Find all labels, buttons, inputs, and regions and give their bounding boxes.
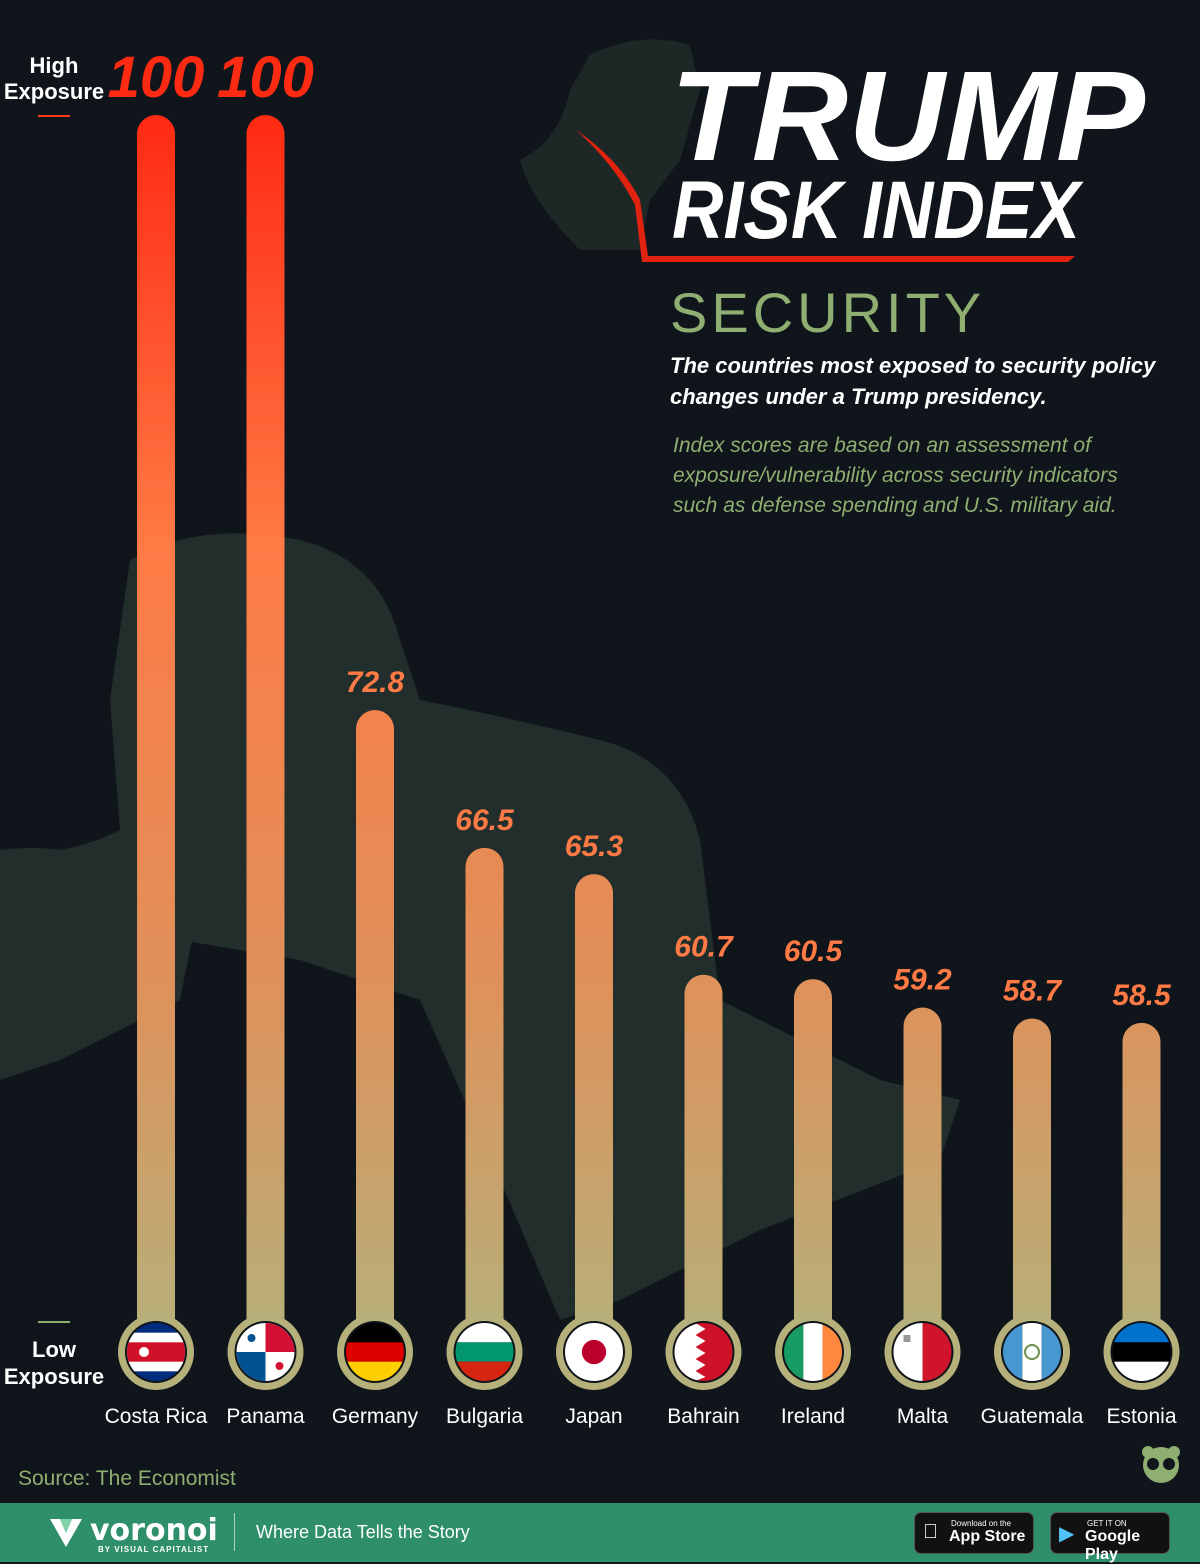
title-line1: TRUMP	[670, 45, 1146, 188]
google-play-button[interactable]: ▶ GET IT ON Google Play	[1050, 1512, 1170, 1563]
description-line-1: Index scores are based on an assessment …	[673, 434, 1093, 457]
value-label-bulgaria: 66.5	[455, 804, 515, 837]
axis-low-label-2: Exposure	[4, 1364, 104, 1389]
tagline: Where Data Tells the Story	[256, 1522, 470, 1542]
app-store-small-text: Download on the	[951, 1519, 1012, 1528]
value-label-panama: 100	[217, 45, 314, 110]
value-label-costa-rica: 100	[108, 45, 205, 110]
flag-costa-rica-icon	[127, 1323, 185, 1381]
description-line-3: such as defense spending and U.S. milita…	[673, 494, 1117, 517]
category-label-panama: Panama	[226, 1405, 305, 1428]
app-store-big-text: App Store	[949, 1528, 1026, 1545]
title-line2: RISK INDEX	[672, 165, 1084, 256]
category-label-japan: Japan	[565, 1405, 622, 1428]
value-label-estonia: 58.5	[1112, 979, 1172, 1012]
voronoi-logo-icon	[50, 1519, 82, 1547]
flag-bahrain-icon	[674, 1323, 733, 1381]
category-label-bulgaria: Bulgaria	[446, 1405, 523, 1428]
value-label-guatemala: 58.7	[1003, 974, 1063, 1007]
category-label-malta: Malta	[897, 1405, 949, 1428]
bar-costa-rica	[137, 115, 175, 1340]
bars-group	[137, 115, 1161, 1340]
description-line-2: exposure/vulnerability across security i…	[673, 464, 1118, 487]
bar-germany	[356, 710, 394, 1340]
visual-capitalist-mark-icon	[1142, 1446, 1180, 1483]
category-label-guatemala: Guatemala	[981, 1405, 1084, 1428]
brand-subtitle: BY VISUAL CAPITALIST	[98, 1545, 210, 1554]
google-play-small-text: GET IT ON	[1087, 1519, 1127, 1528]
apple-icon: 	[923, 1521, 938, 1544]
value-label-germany: 72.8	[346, 666, 405, 699]
footer-divider	[234, 1513, 235, 1551]
bar-malta	[903, 1007, 942, 1340]
flag-bulgaria-icon	[455, 1323, 514, 1381]
brand-name: voronoi	[90, 1513, 218, 1548]
axis-high-label-2: Exposure	[4, 79, 104, 104]
value-label-ireland: 60.5	[784, 935, 844, 968]
category-label-germany: Germany	[332, 1405, 419, 1428]
app-store-button[interactable]:  Download on the App Store	[914, 1512, 1034, 1554]
flag-germany-icon	[346, 1323, 404, 1381]
flag-ireland-icon	[784, 1323, 842, 1381]
value-label-japan: 65.3	[565, 830, 624, 863]
category-label-costa-rica: Costa Rica	[105, 1405, 208, 1428]
google-play-big-text: Google Play	[1085, 1528, 1141, 1563]
bar-bulgaria	[465, 847, 504, 1340]
flag-malta-icon	[893, 1323, 952, 1381]
trump-silhouette-icon	[520, 39, 700, 250]
bar-japan	[575, 874, 613, 1340]
subtitle: The countries most exposed to security p…	[670, 353, 1156, 409]
bar-ireland	[794, 979, 832, 1340]
category-label-bahrain: Bahrain	[667, 1405, 739, 1428]
bar-estonia	[1122, 1022, 1161, 1340]
flag-guatemala-icon	[1003, 1323, 1061, 1381]
labels-group: 100 Costa Rica 100 Panama 72.8 Germany 66.5 Bul…	[105, 45, 1177, 1428]
value-label-malta: 59.2	[893, 964, 952, 997]
flag-japan-icon	[565, 1323, 623, 1381]
category-label-estonia: Estonia	[1106, 1405, 1176, 1428]
play-icon: ▶	[1059, 1523, 1075, 1545]
flag-panama-icon	[236, 1323, 295, 1381]
source-note: Source: The Economist	[18, 1467, 236, 1490]
value-label-bahrain: 60.7	[674, 931, 734, 964]
bar-bahrain	[684, 974, 723, 1340]
category-label: SECURITY	[670, 281, 985, 344]
bar-panama	[246, 115, 285, 1340]
flag-estonia-icon	[1112, 1323, 1171, 1381]
bar-guatemala	[1013, 1018, 1051, 1340]
flags-group	[118, 1314, 1180, 1390]
axis-high-label-1: High	[30, 53, 79, 78]
category-label-ireland: Ireland	[781, 1405, 845, 1428]
footer-bar: voronoi BY VISUAL CAPITALIST Where Data …	[0, 1503, 1200, 1563]
axis-low-label-1: Low	[32, 1337, 77, 1362]
